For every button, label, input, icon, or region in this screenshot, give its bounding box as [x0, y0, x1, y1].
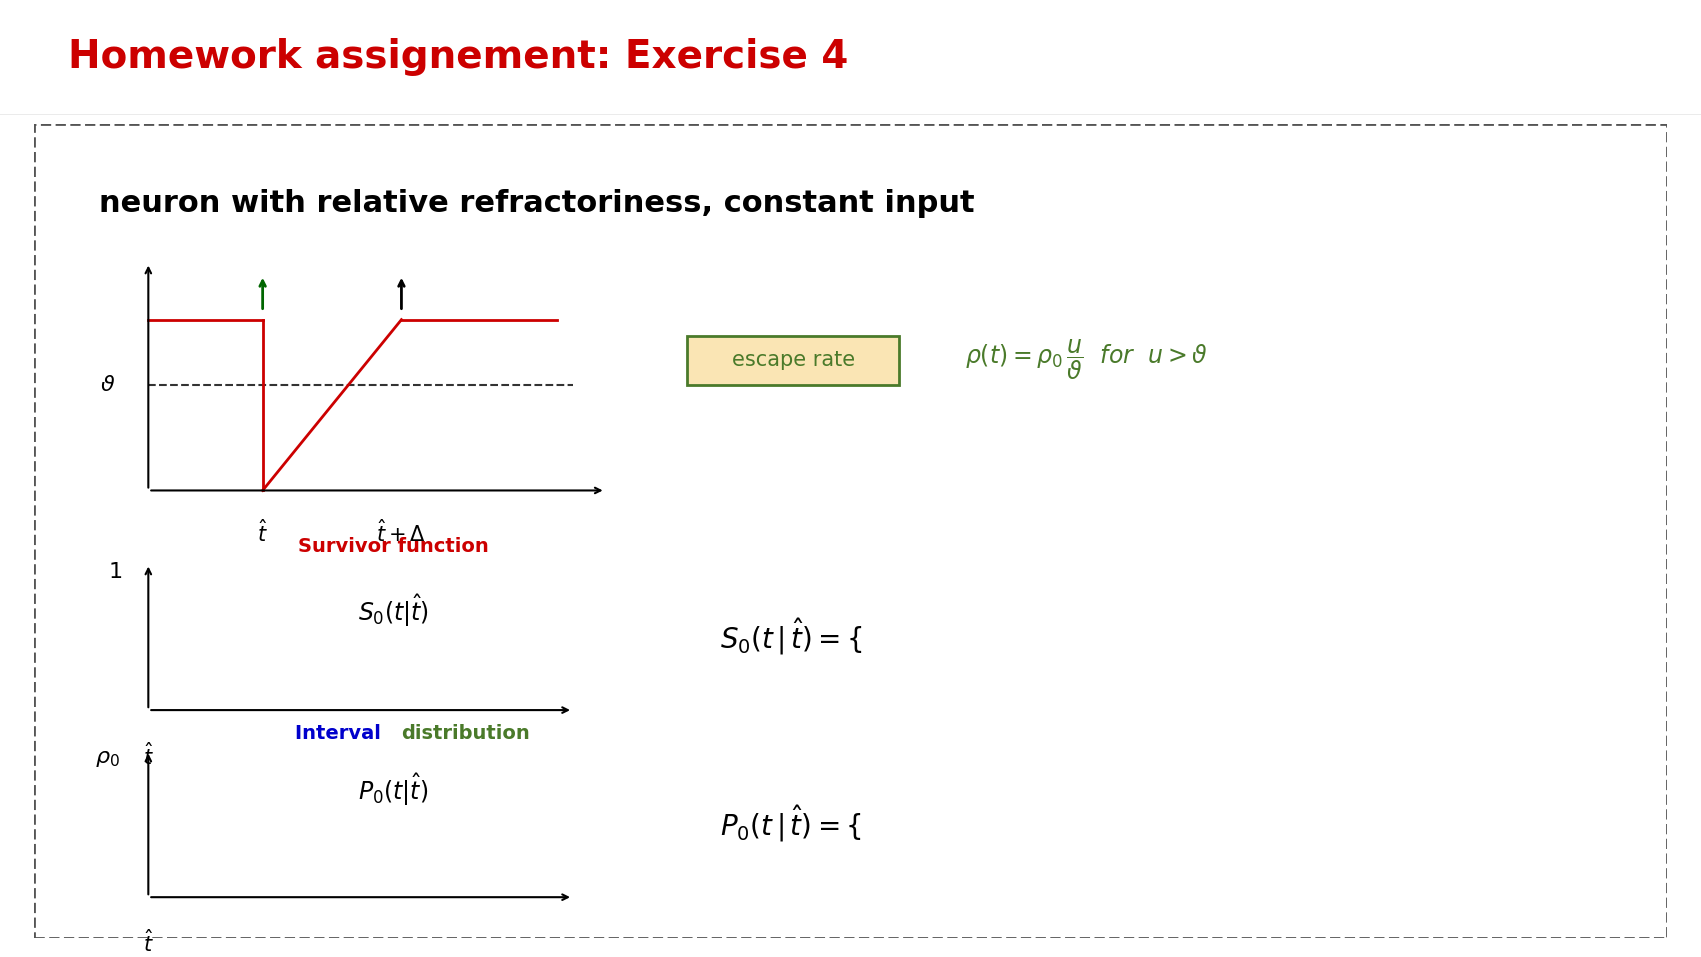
Text: escape rate: escape rate [731, 350, 856, 370]
Text: $S_0(t\,|\,\hat{t}) = \{$: $S_0(t\,|\,\hat{t}) = \{$ [720, 616, 862, 657]
Text: neuron with relative refractoriness, constant input: neuron with relative refractoriness, con… [99, 189, 975, 218]
Text: $\rho(t) = \rho_0\,\dfrac{u}{\vartheta}$  $\mathit{for}\ \ u > \vartheta$: $\rho(t) = \rho_0\,\dfrac{u}{\vartheta}$… [964, 338, 1208, 383]
Text: Survivor function: Survivor function [298, 537, 488, 555]
Text: Interval: Interval [296, 723, 388, 743]
Text: Homework assignement: Exercise 4: Homework assignement: Exercise 4 [68, 38, 849, 77]
Text: $S_0(t|\hat{t})$: $S_0(t|\hat{t})$ [357, 592, 429, 629]
Text: $\hat{t}+\Delta$: $\hat{t}+\Delta$ [376, 519, 427, 545]
Text: $\hat{t}$: $\hat{t}$ [257, 519, 269, 545]
Text: $\hat{t}$: $\hat{t}$ [143, 930, 153, 956]
Text: $P_0(t\,|\,\hat{t}) = \{$: $P_0(t\,|\,\hat{t}) = \{$ [720, 804, 862, 844]
Text: distribution: distribution [401, 723, 531, 743]
FancyBboxPatch shape [687, 336, 900, 385]
Text: 1: 1 [109, 562, 122, 582]
Text: $\hat{t}$: $\hat{t}$ [143, 743, 153, 769]
Text: $\rho_0$: $\rho_0$ [95, 749, 121, 768]
Text: $\vartheta$: $\vartheta$ [100, 375, 116, 394]
Text: $P_0(t|\hat{t})$: $P_0(t|\hat{t})$ [359, 771, 429, 808]
